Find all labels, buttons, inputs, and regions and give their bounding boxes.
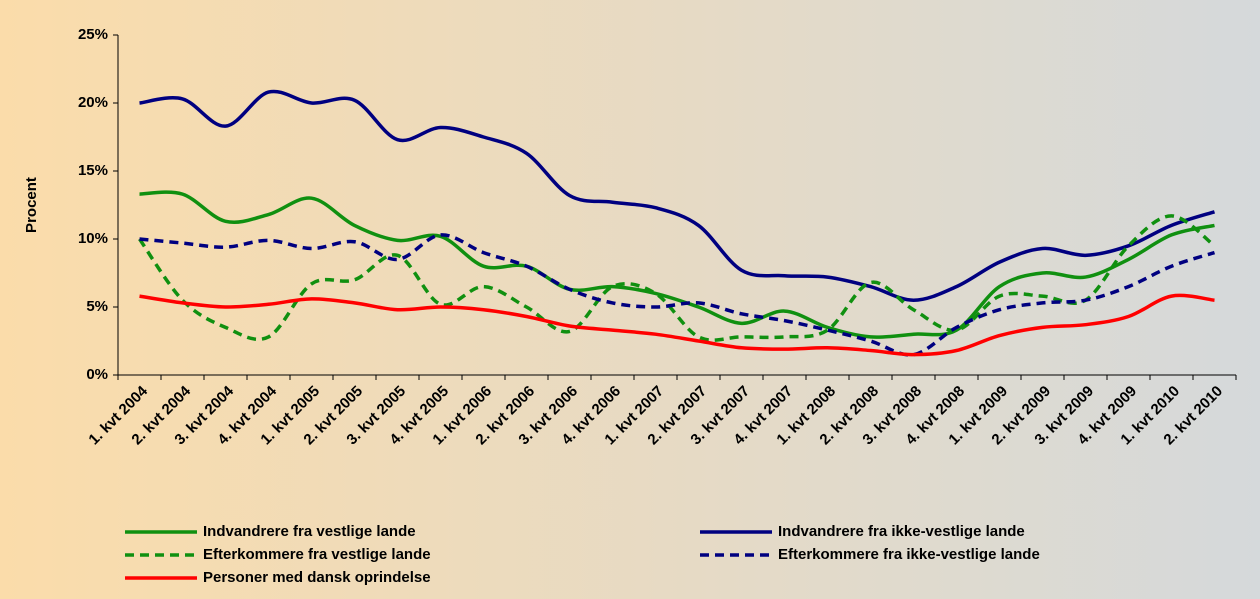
series-line — [139, 293, 1215, 357]
y-tick-label: 0% — [86, 366, 108, 383]
legend-label: Indvandrere fra ikke-vestlige lande — [778, 523, 1025, 540]
legend-label: Efterkommere fra vestlige lande — [203, 546, 431, 563]
y-tick-label: 25% — [78, 26, 108, 43]
legend-label: Indvandrere fra vestlige lande — [203, 523, 416, 540]
y-axis-label: Procent — [23, 177, 40, 233]
legend-label: Personer med dansk oprindelse — [203, 569, 431, 586]
y-tick-label: 15% — [78, 162, 108, 179]
y-tick-label: 5% — [86, 298, 108, 315]
y-tick-label: 10% — [78, 230, 108, 247]
series-line — [139, 89, 1216, 302]
series-line — [139, 233, 1216, 357]
y-tick-label: 20% — [78, 94, 108, 111]
series-line — [138, 214, 1216, 342]
legend-label: Efterkommere fra ikke-vestlige lande — [778, 546, 1040, 563]
series-line — [139, 190, 1215, 339]
